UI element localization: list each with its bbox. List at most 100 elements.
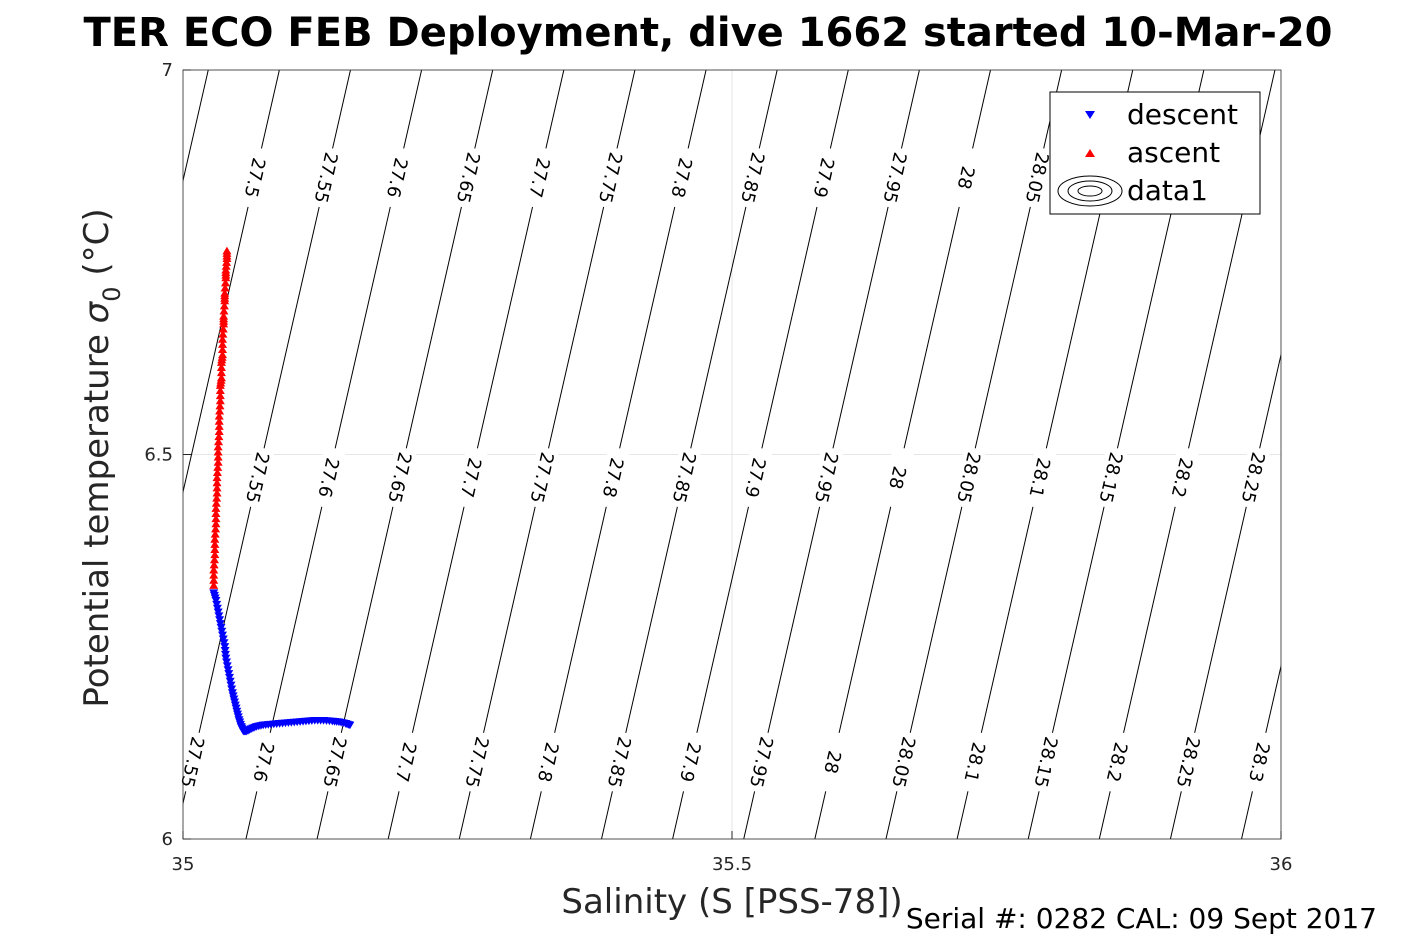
ascent-point	[214, 422, 224, 430]
ascent-point	[213, 458, 223, 466]
descent-point	[221, 654, 231, 663]
descent-point	[220, 650, 230, 659]
ascent-point	[210, 529, 220, 538]
legend-ascent-label: ascent	[1127, 136, 1220, 169]
descent-point	[212, 604, 222, 613]
ascent-point	[213, 447, 223, 456]
ascent-point	[212, 468, 222, 477]
ascent-point	[216, 368, 226, 377]
descent-point	[345, 721, 355, 730]
contour-label: 28	[815, 730, 850, 794]
ascent-point	[220, 283, 230, 292]
legend-ascent-marker	[1085, 149, 1095, 157]
descent-point	[211, 597, 221, 605]
descent-point	[216, 623, 226, 632]
ascent-series	[209, 246, 232, 589]
ascent-point	[218, 340, 228, 348]
ascent-point	[213, 442, 223, 451]
ascent-point	[216, 373, 226, 382]
ascent-point	[215, 396, 225, 405]
ascent-point	[216, 363, 226, 371]
ascent-point	[219, 306, 229, 315]
y-tick-label: 6	[162, 829, 173, 850]
descent-point	[226, 681, 236, 690]
ascent-point	[209, 560, 219, 569]
ascent-point	[218, 324, 228, 333]
descent-point	[220, 646, 230, 655]
descent-point	[215, 620, 225, 628]
descent-point	[220, 643, 230, 651]
descent-point	[218, 635, 228, 644]
descent-point	[222, 658, 232, 667]
ascent-point	[222, 246, 232, 255]
legend-descent-marker	[1085, 111, 1095, 119]
grid	[183, 70, 1281, 839]
ascent-point	[212, 483, 222, 492]
ascent-point	[209, 576, 219, 584]
ascent-point	[214, 432, 224, 441]
ascent-point	[209, 581, 219, 589]
contour-label: 28	[879, 445, 915, 510]
ascent-point	[210, 545, 220, 553]
descent-point	[218, 631, 228, 640]
ascent-point	[215, 406, 225, 415]
ascent-point	[214, 412, 224, 420]
descent-point	[227, 685, 237, 694]
x-axis-label: Salinity (S [PSS-78])	[561, 882, 902, 922]
ascent-point	[214, 437, 224, 446]
ascent-point	[221, 265, 231, 274]
ascent-point	[215, 386, 225, 395]
ascent-point	[211, 504, 221, 512]
ascent-point	[215, 391, 225, 400]
ascent-point	[218, 345, 228, 354]
ascent-point	[213, 463, 223, 471]
svg-text:28: 28	[819, 748, 845, 775]
x-tick-label: 35	[172, 854, 195, 875]
legend: descent ascent data1	[1049, 91, 1261, 215]
descent-series	[209, 589, 355, 736]
legend-box	[1049, 91, 1261, 215]
y-tick-label: 7	[162, 60, 173, 81]
descent-point	[217, 627, 227, 636]
ascent-point	[211, 499, 221, 507]
ascent-point	[221, 262, 231, 270]
ascent-point	[218, 350, 228, 359]
ascent-point	[209, 555, 219, 564]
ascent-point	[213, 453, 223, 461]
ascent-point	[211, 509, 221, 518]
descent-point	[219, 639, 229, 647]
ascent-point	[211, 519, 221, 528]
chart-title: TER ECO FEB Deployment, dive 1662 starte…	[83, 10, 1332, 56]
ascent-point	[219, 301, 229, 310]
ascent-point	[210, 550, 220, 559]
contour-label: 27.95	[743, 730, 779, 794]
ascent-point	[211, 524, 221, 533]
ascent-point	[210, 535, 220, 543]
descent-point	[223, 666, 233, 674]
descent-point	[224, 673, 234, 682]
x-tick-label: 35.5	[712, 854, 752, 875]
descent-point	[215, 616, 225, 624]
ascent-point	[219, 312, 229, 320]
ascent-point	[220, 288, 230, 297]
descent-point	[213, 608, 223, 617]
contour-label: 28	[948, 145, 984, 210]
ascent-point	[218, 335, 228, 343]
legend-data1-label: data1	[1127, 174, 1208, 207]
ascent-point	[210, 540, 220, 548]
legend-contour-icon	[1057, 175, 1123, 207]
x-tick-label: 36	[1270, 854, 1293, 875]
ascent-point	[211, 514, 221, 523]
ascent-point	[222, 258, 232, 266]
isopycnal-line	[1241, 663, 1281, 839]
ascent-point	[212, 473, 222, 482]
y-axis-label: Potential temperature σ0 (°C)	[77, 208, 126, 707]
svg-text:28: 28	[884, 464, 910, 491]
svg-text:28: 28	[953, 164, 979, 191]
ascent-point	[212, 478, 222, 487]
ascent-point	[212, 488, 222, 497]
descent-point	[212, 600, 222, 609]
descent-point	[225, 677, 235, 686]
ascent-point	[215, 401, 225, 410]
